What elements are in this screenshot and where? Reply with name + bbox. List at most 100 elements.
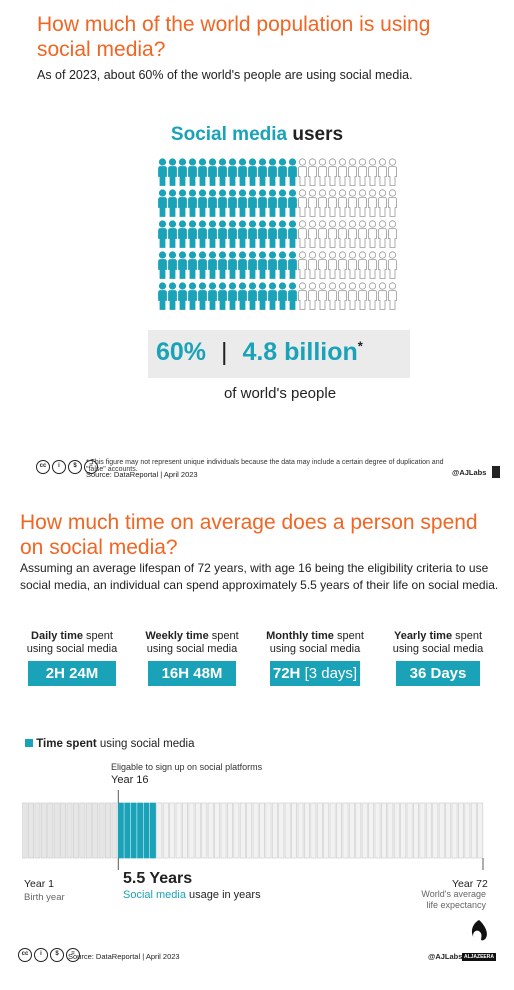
section1-title-line2: social media? <box>37 38 166 61</box>
person-icon-nonuser <box>298 251 307 279</box>
person-icon-nonuser <box>378 158 387 186</box>
person-icon-user <box>198 158 207 186</box>
year-bar <box>85 802 92 859</box>
footnote: * This figure may not represent unique i… <box>86 459 444 473</box>
year-bar <box>406 802 413 859</box>
year-bar <box>432 802 439 859</box>
metric-label-line2: using social media <box>269 643 361 655</box>
person-icon-nonuser <box>358 158 367 186</box>
person-icon-user <box>228 189 237 217</box>
person-icon-nonuser <box>308 282 317 310</box>
person-icon-nonuser <box>378 282 387 310</box>
year-bar <box>53 802 60 859</box>
metric-weekly: Weekly time spent using social media 16H… <box>140 630 244 686</box>
person-icon-nonuser <box>358 189 367 217</box>
person-icon-user <box>188 189 197 217</box>
person-icon-nonuser <box>348 282 357 310</box>
year16-label: Year 16 <box>111 774 149 786</box>
metric-label-rest: spent <box>83 630 113 642</box>
years-bars <box>21 790 484 870</box>
person-icon-user <box>258 158 267 186</box>
year-bar <box>40 802 47 859</box>
person-icon-user <box>258 189 267 217</box>
legend-bold: Time spent <box>36 738 97 750</box>
person-icon-user <box>268 282 277 310</box>
year-bar <box>169 802 176 859</box>
person-icon-user <box>288 251 297 279</box>
section1-title-line1: How much of the world population is usin… <box>37 13 431 36</box>
person-icon-nonuser <box>328 158 337 186</box>
stat-box: 60% | 4.8 billion* <box>148 330 410 378</box>
person-icon-user <box>158 282 167 310</box>
person-icon-nonuser <box>388 220 397 248</box>
person-icon-nonuser <box>318 220 327 248</box>
person-icon-nonuser <box>338 220 347 248</box>
year-bar <box>182 802 188 859</box>
person-icon-user <box>278 158 287 186</box>
metric-label-line2: using social media <box>392 643 484 655</box>
person-icon-nonuser <box>338 251 347 279</box>
person-icon-user <box>228 282 237 310</box>
year-bar <box>477 802 484 859</box>
person-icon-nonuser <box>328 282 337 310</box>
metric-label-rest: spent <box>333 630 364 642</box>
metric-label-rest: spent <box>208 630 239 642</box>
person-icon-user <box>258 282 267 310</box>
year-bar <box>419 802 426 859</box>
year-bar <box>323 802 330 859</box>
year-bar <box>98 802 105 859</box>
person-icon-user <box>168 158 177 186</box>
year-bar <box>233 802 240 859</box>
person-icon-nonuser <box>378 251 387 279</box>
person-icon-nonuser <box>338 282 347 310</box>
year-bar <box>368 802 375 859</box>
year-bar <box>220 802 227 859</box>
timeline-legend: Time spent using social media <box>25 738 195 750</box>
year-bar <box>355 802 362 859</box>
person-icon-user <box>268 189 277 217</box>
person-icon-user <box>208 158 217 186</box>
year-bar <box>265 802 272 859</box>
person-icon-user <box>278 220 287 248</box>
year-bar <box>374 802 381 859</box>
year-bar <box>105 802 111 859</box>
person-icon-user <box>178 251 187 279</box>
year-bar <box>297 802 304 859</box>
person-icon-nonuser <box>388 282 397 310</box>
year-bar <box>278 802 285 859</box>
metric-label-line2: using social media <box>146 643 238 655</box>
year-bar <box>188 802 195 859</box>
year-bar <box>79 802 86 859</box>
year-bar <box>201 802 208 859</box>
person-icon-nonuser <box>308 251 317 279</box>
person-icon-user <box>178 282 187 310</box>
legend-swatch <box>25 739 33 747</box>
person-icon-user <box>178 158 187 186</box>
year-bar <box>464 802 471 859</box>
metric-value: 2H 24M <box>28 661 116 686</box>
year-bar <box>438 802 445 859</box>
person-icon-user <box>198 282 207 310</box>
year-bar <box>214 802 221 859</box>
person-icon-nonuser <box>348 251 357 279</box>
aj-mini-icon <box>492 466 500 478</box>
person-icon-user <box>178 189 187 217</box>
person-icon-user <box>178 220 187 248</box>
section2-title: How much time on average does a person s… <box>20 510 478 560</box>
year72-label: Year 72 <box>452 878 488 890</box>
metric-label-rest: spent <box>452 630 483 642</box>
metric-value: 16H 48M <box>148 661 236 686</box>
person-icon-user <box>238 158 247 186</box>
person-icon-user <box>288 220 297 248</box>
person-icon-user <box>198 220 207 248</box>
person-icon-user <box>158 220 167 248</box>
person-icon-nonuser <box>298 189 307 217</box>
person-icon-user <box>218 220 227 248</box>
person-icon-user <box>228 251 237 279</box>
section2-desc-line1: Assuming an average lifespan of 72 years… <box>20 561 489 575</box>
person-icon-nonuser <box>358 251 367 279</box>
person-icon-user <box>258 220 267 248</box>
person-icon-user <box>288 189 297 217</box>
person-icon-user <box>288 282 297 310</box>
section2-title-line1: How much time on average does a person s… <box>20 511 478 534</box>
